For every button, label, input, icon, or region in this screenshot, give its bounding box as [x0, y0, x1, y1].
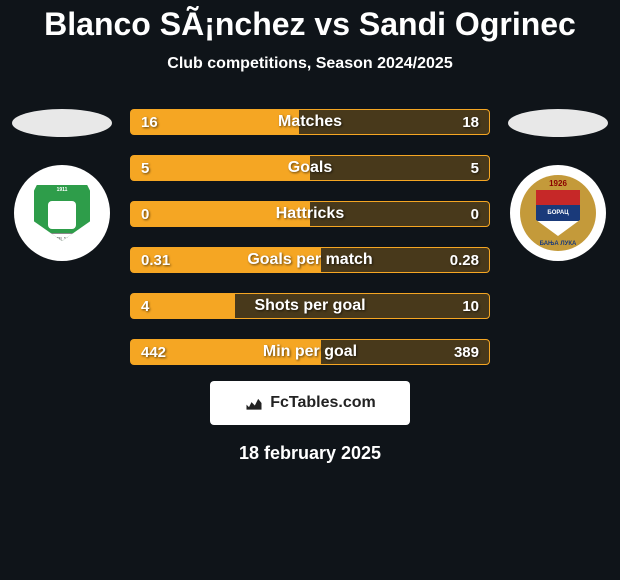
- left-player-silhouette: [12, 109, 112, 137]
- left-club-badge: 1911 LJUBLJANA: [14, 165, 110, 261]
- stat-bar: 5 5 Goals: [130, 155, 490, 181]
- stat-fill-right: [310, 156, 489, 180]
- stat-fill-left: [131, 156, 310, 180]
- stat-label: Goals: [288, 159, 332, 177]
- fctables-logo-icon: [244, 393, 264, 413]
- stat-right-value: 18: [462, 114, 479, 131]
- stat-label: Hattricks: [276, 205, 344, 223]
- stat-left-value: 442: [141, 344, 166, 361]
- badge-left-year: 1911: [57, 187, 68, 193]
- date-text: 18 february 2025: [239, 443, 381, 464]
- comparison-area: 1911 LJUBLJANA 16 18 Matches 5 5 Goals 0 0 Hattr…: [0, 109, 620, 365]
- brand-text: FcTables.com: [270, 394, 376, 412]
- stat-left-value: 16: [141, 114, 158, 131]
- page-subtitle: Club competitions, Season 2024/2025: [167, 55, 452, 73]
- stat-label: Matches: [278, 113, 342, 131]
- stat-right-value: 389: [454, 344, 479, 361]
- stat-right-value: 0.28: [450, 252, 479, 269]
- stat-left-value: 4: [141, 298, 149, 315]
- badge-right-text: БОРАЦ: [547, 210, 568, 216]
- stat-right-value: 0: [471, 206, 479, 223]
- page-title: Blanco SÃ¡nchez vs Sandi Ogrinec: [44, 6, 576, 43]
- borac-badge-icon: 1926 БОРАЦ БАЊА ЛУКА: [518, 173, 598, 253]
- right-player-col: 1926 БОРАЦ БАЊА ЛУКА: [498, 109, 618, 261]
- stat-bar: 0.31 0.28 Goals per match: [130, 247, 490, 273]
- badge-left-ribbon: LJUBLJANA: [32, 233, 92, 247]
- olimpija-badge-icon: 1911 LJUBLJANA: [27, 178, 97, 248]
- right-club-badge: 1926 БОРАЦ БАЊА ЛУКА: [510, 165, 606, 261]
- left-player-col: 1911 LJUBLJANA: [2, 109, 122, 261]
- stat-bar: 4 10 Shots per goal: [130, 293, 490, 319]
- stat-label: Min per goal: [263, 343, 357, 361]
- stat-left-value: 5: [141, 160, 149, 177]
- stat-bar: 442 389 Min per goal: [130, 339, 490, 365]
- badge-right-year: 1926: [549, 179, 567, 188]
- stat-left-value: 0: [141, 206, 149, 223]
- right-player-silhouette: [508, 109, 608, 137]
- brand-badge: FcTables.com: [210, 381, 410, 425]
- stat-right-value: 5: [471, 160, 479, 177]
- badge-right-bottom: БАЊА ЛУКА: [540, 241, 577, 247]
- stat-label: Goals per match: [247, 251, 372, 269]
- stat-bar: 16 18 Matches: [130, 109, 490, 135]
- stat-left-value: 0.31: [141, 252, 170, 269]
- stat-right-value: 10: [462, 298, 479, 315]
- stats-bars: 16 18 Matches 5 5 Goals 0 0 Hattricks 0.31 0.28 Goa…: [130, 109, 490, 365]
- stat-label: Shots per goal: [254, 297, 365, 315]
- stat-bar: 0 0 Hattricks: [130, 201, 490, 227]
